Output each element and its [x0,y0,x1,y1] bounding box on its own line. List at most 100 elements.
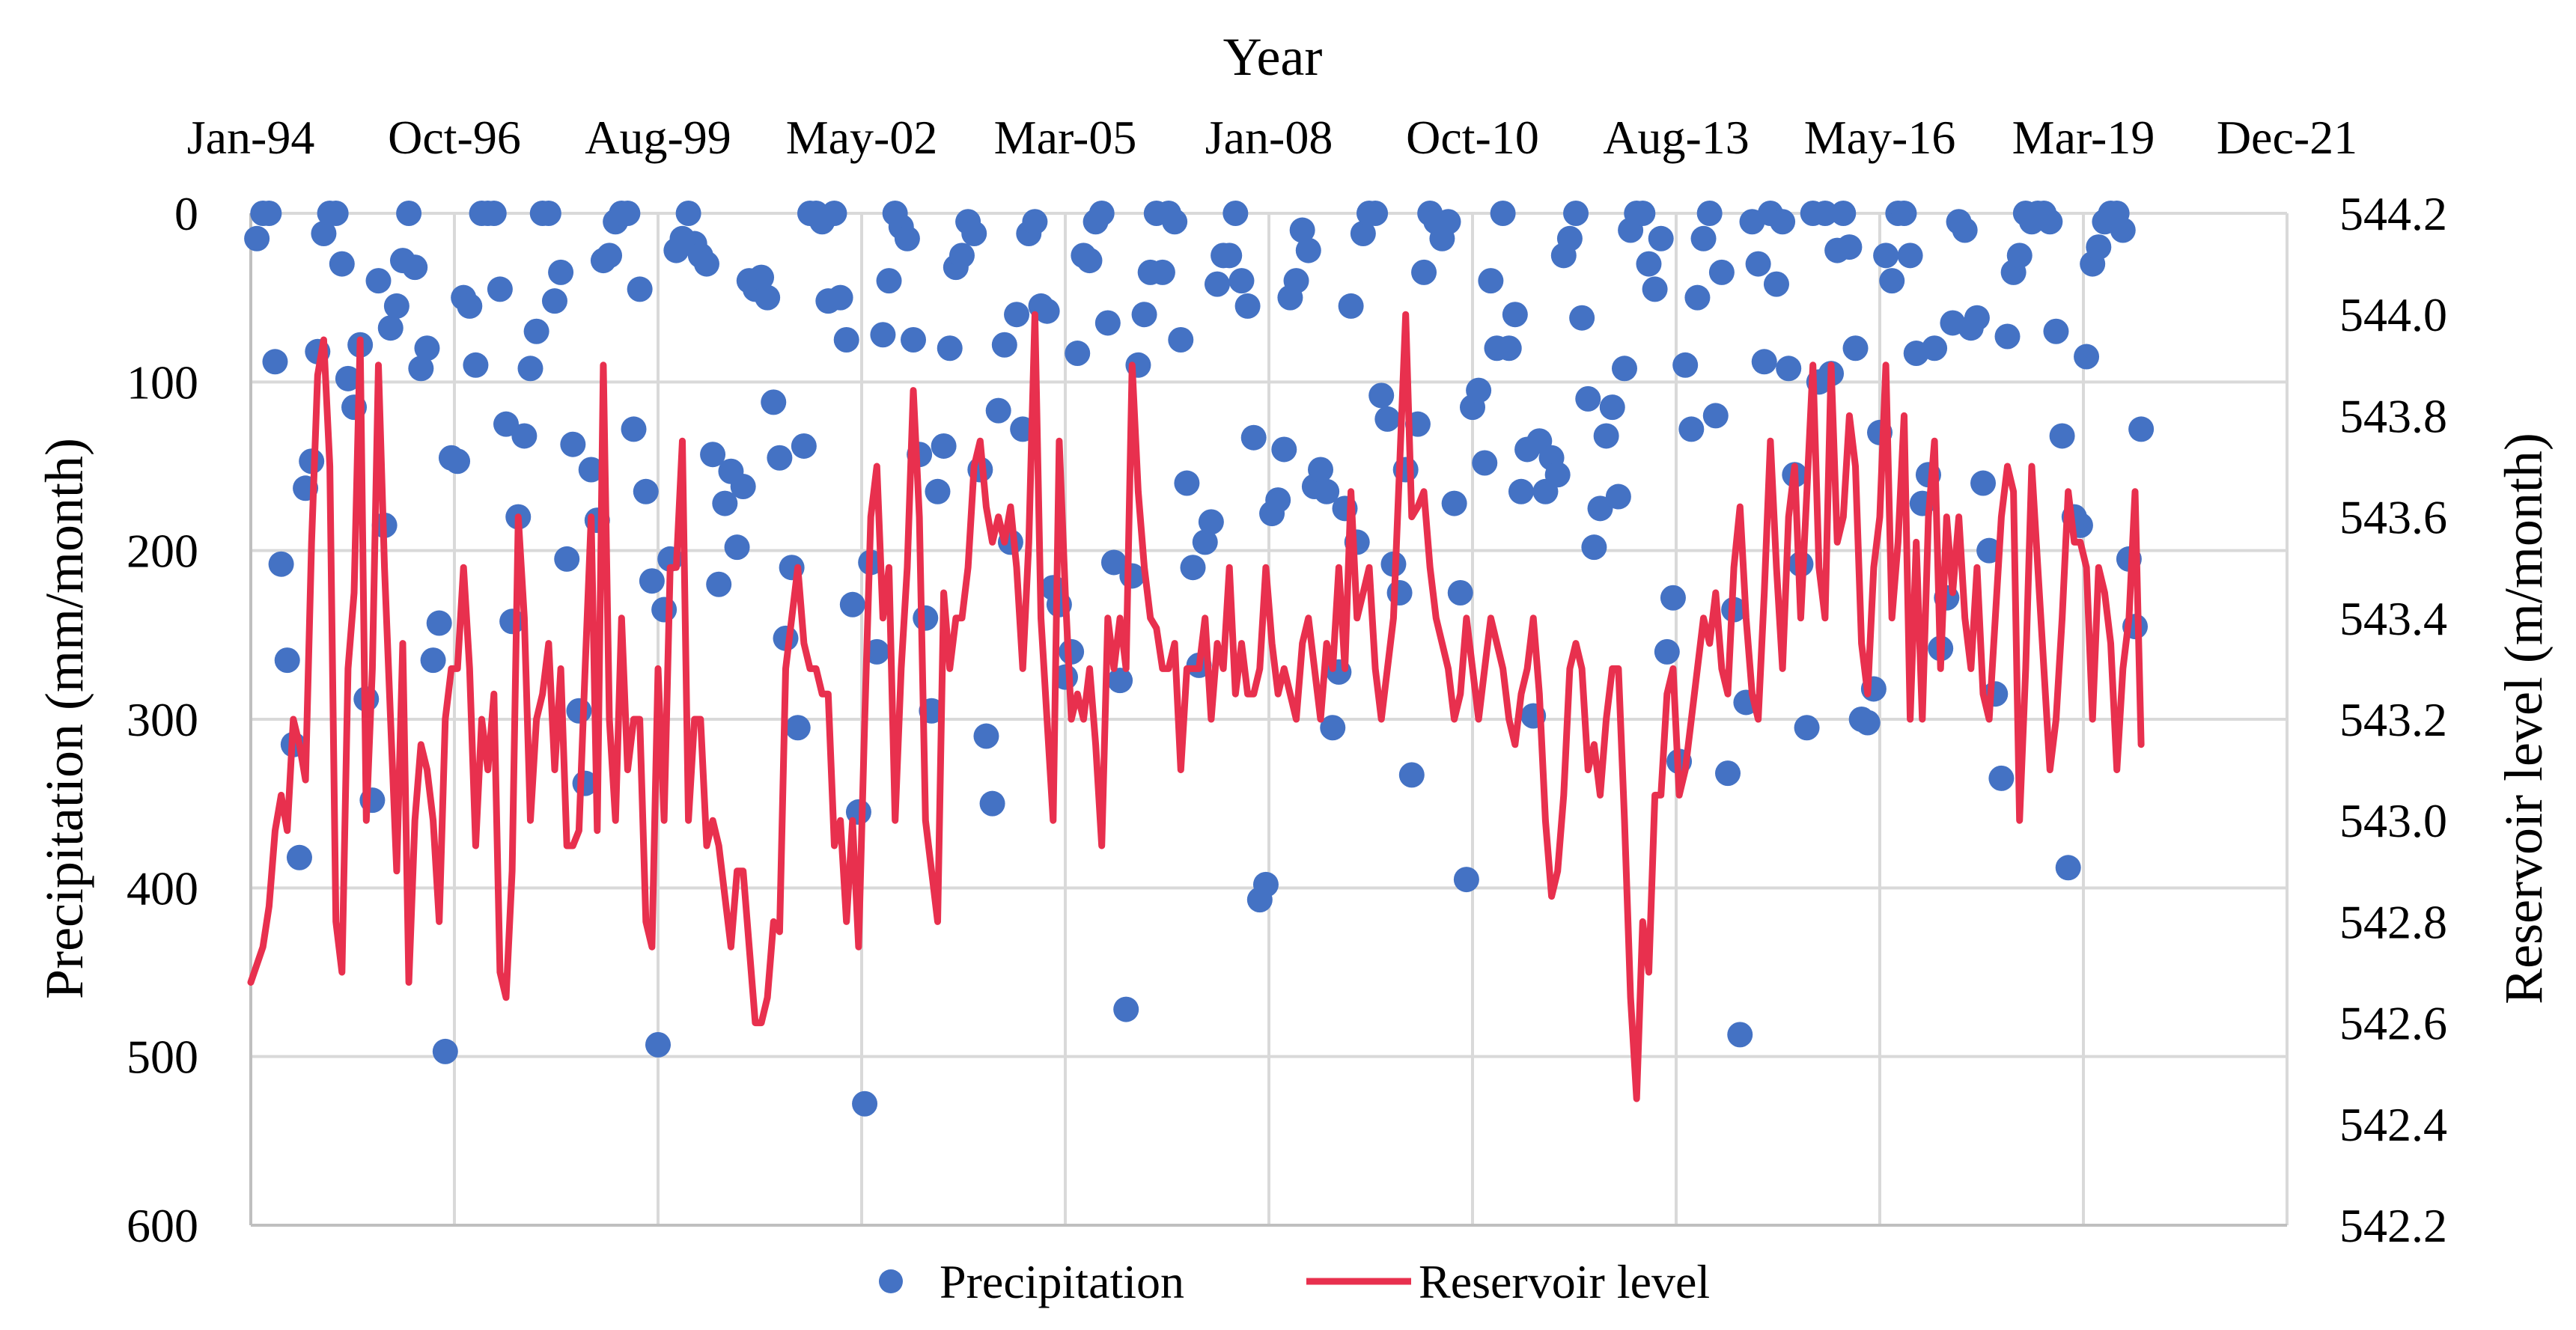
precipitation-point [1265,487,1291,513]
precipitation-point [457,293,483,319]
precipitation-point [876,268,902,294]
precipitation-point [870,322,896,348]
precipitation-point [1672,352,1699,378]
precipitation-point [597,242,623,269]
precipitation-point [523,318,549,344]
precipitation-point [1204,271,1230,297]
precipitation-point [1830,201,1857,226]
precipitation-point [1599,394,1625,421]
precipitation-point [323,201,349,226]
precipitation-point [262,349,288,375]
precipitation-point [426,610,452,636]
precipitation-point [651,597,678,623]
precipitation-point [821,201,847,226]
precipitation-point [767,445,793,471]
precipitation-point [1234,293,1261,319]
precipitation-point [712,490,738,516]
precipitation-point [761,389,787,415]
x-tick-label: Jan-08 [1205,111,1333,164]
precipitation-point [377,315,404,341]
precipitation-point [931,433,957,459]
precipitation-point [1350,221,1376,247]
precipitation-point [1842,335,1869,362]
precipitation-point [1642,276,1668,302]
precipitation-point [548,259,574,285]
precipitation-point [1690,225,1717,251]
precipitation-point [785,715,811,741]
precipitation-point [791,433,817,459]
precipitation-point [1976,537,2003,564]
right-tick-label: 542.2 [2339,1199,2447,1252]
precipitation-point [1922,335,1948,362]
precipitation-point [633,478,659,504]
right-tick-label: 543.0 [2339,794,2447,847]
right-tick-label: 542.4 [2339,1098,2447,1151]
precipitation-point [755,284,781,311]
precipitation-point [937,335,963,362]
precipitation-point [396,201,422,226]
precipitation-point [1308,457,1334,483]
precipitation-point [1544,462,1571,488]
precipitation-point [1034,298,1060,324]
precipitation-point [1508,478,1534,504]
precipitation-point [408,356,434,382]
precipitation-point [1812,201,1838,226]
x-tick-label: Mar-05 [994,111,1137,164]
precipitation-point [1897,242,1923,269]
precipitation-point [274,647,300,674]
precipitation-point [1587,495,1613,522]
precipitation-point [1192,529,1218,555]
right-tick-label: 544.2 [2339,187,2447,240]
precipitation-point [2055,855,2081,881]
precipitation-point [256,201,282,226]
precipitation-point [268,551,294,577]
precipitation-point [463,352,489,378]
precipitation-point [1100,549,1127,576]
x-tick-labels: Jan-94 Oct-96 Aug-99 May-02 Mar-05 Jan-08 Oct-… [187,111,2357,164]
precipitation-point [1569,305,1595,331]
precipitation-point [1289,217,1315,243]
precipitation-point [1770,209,1796,235]
right-tick-label: 543.2 [2339,693,2447,746]
precipitation-point [913,605,939,631]
left-tick-labels: 0 100 200 300 400 500 600 [127,187,198,1252]
precipitation-point [1198,509,1224,535]
precipitation-point [445,448,471,475]
reservoir-level-line [247,311,2145,1102]
precipitation-point [827,284,853,311]
precipitation-point [1107,668,1133,694]
precipitation-point [1472,450,1498,476]
precipitation-point [1988,765,2015,791]
precipitation-point [1162,209,1188,235]
precipitation-point [1776,356,1802,382]
precipitation-point [1593,423,1619,449]
precipitation-point [311,221,337,247]
precipitation-point [901,327,927,353]
right-tick-label: 544.0 [2339,288,2447,341]
precipitation-point [402,254,428,281]
precipitation-point [1751,349,1777,375]
precipitation-point [1696,201,1723,226]
precipitation-point [566,698,592,724]
precipitation-point [1447,580,1473,605]
precipitation-point [1605,484,1631,510]
precipitation-point [1022,209,1048,235]
precipitation-point [1077,248,1103,274]
right-tick-label: 543.4 [2339,592,2447,645]
precipitation-point [1708,259,1735,285]
precipitation-point [1630,201,1656,226]
precipitation-point [1240,424,1267,451]
precipitation-point [973,723,999,749]
precipitation-point [1222,201,1249,226]
left-tick-label: 600 [127,1199,198,1252]
legend-precipitation-label: Precipitation [940,1255,1184,1308]
left-tick-label: 400 [127,861,198,915]
precipitation-point [2043,318,2069,344]
precipitation-point [2037,209,2063,235]
precipitation-point [493,411,520,437]
precipitation-point [675,201,701,226]
x-tick-label: Aug-13 [1603,111,1750,164]
precipitation-point [1374,406,1401,432]
precipitation-point [541,288,567,314]
